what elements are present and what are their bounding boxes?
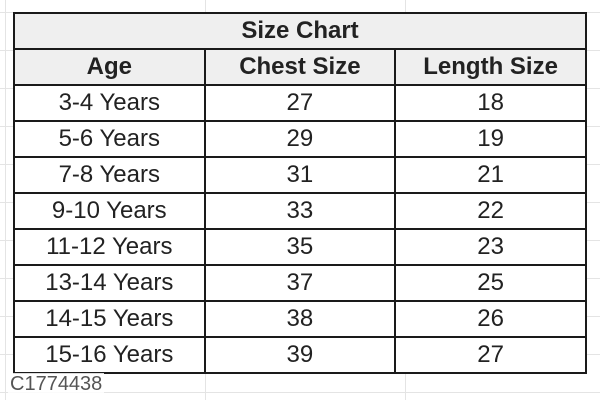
header-row: Age Chest Size Length Size	[13, 48, 587, 86]
cell-age: 5-6 Years	[13, 120, 206, 158]
cell-length: 19	[394, 120, 587, 158]
table-row: 5-6 Years 29 19	[13, 120, 587, 158]
table-row: 14-15 Years 38 26	[13, 300, 587, 338]
cell-length: 23	[394, 228, 587, 266]
cell-chest: 27	[203, 84, 397, 122]
cell-length: 25	[394, 264, 587, 302]
cell-age: 13-14 Years	[13, 264, 206, 302]
cell-length: 22	[394, 192, 587, 230]
cell-age: 11-12 Years	[13, 228, 206, 266]
table-title: Size Chart	[13, 12, 587, 50]
table-row: 7-8 Years 31 21	[13, 156, 587, 194]
size-chart-table: Size Chart Age Chest Size Length Size 3-…	[13, 12, 587, 374]
cell-chest: 35	[203, 228, 397, 266]
cell-chest: 38	[203, 300, 397, 338]
watermark-code: C1774438	[8, 373, 105, 396]
header-length: Length Size	[394, 48, 587, 86]
cell-age: 14-15 Years	[13, 300, 206, 338]
cell-length: 27	[394, 336, 587, 374]
header-chest: Chest Size	[203, 48, 397, 86]
cell-age: 9-10 Years	[13, 192, 206, 230]
cell-length: 18	[394, 84, 587, 122]
cell-length: 21	[394, 156, 587, 194]
cell-chest: 37	[203, 264, 397, 302]
cell-chest: 33	[203, 192, 397, 230]
cell-age: 3-4 Years	[13, 84, 206, 122]
cell-length: 26	[394, 300, 587, 338]
table-row: 13-14 Years 37 25	[13, 264, 587, 302]
cell-age: 7-8 Years	[13, 156, 206, 194]
title-row: Size Chart	[13, 12, 587, 50]
table-row: 9-10 Years 33 22	[13, 192, 587, 230]
cell-chest: 39	[203, 336, 397, 374]
header-age: Age	[13, 48, 206, 86]
cell-chest: 31	[203, 156, 397, 194]
cell-chest: 29	[203, 120, 397, 158]
table-row: 3-4 Years 27 18	[13, 84, 587, 122]
cell-age: 15-16 Years	[13, 336, 206, 374]
table-row: 15-16 Years 39 27	[13, 336, 587, 374]
table-row: 11-12 Years 35 23	[13, 228, 587, 266]
